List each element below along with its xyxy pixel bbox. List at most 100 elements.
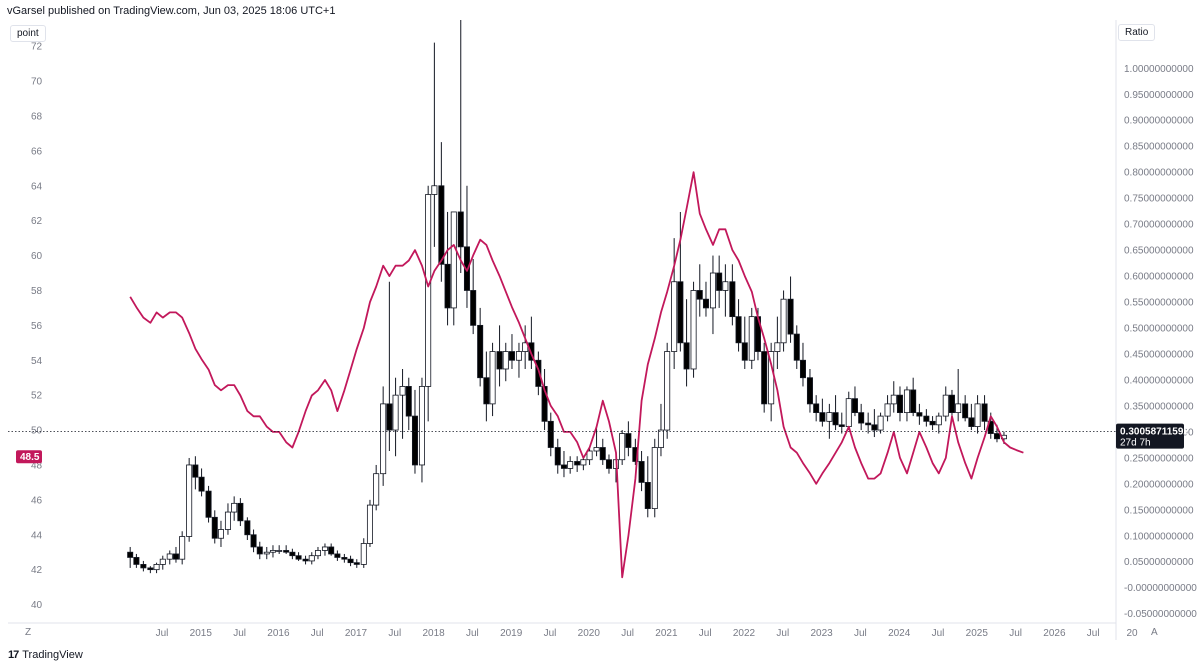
candle-body-up (586, 450, 593, 461)
candle-body-up (159, 558, 166, 565)
candle-body-down (147, 567, 154, 571)
x-tick-label: 2017 (345, 628, 368, 639)
candle-body-down (256, 546, 263, 555)
candle-body-down (353, 562, 360, 565)
candle-body-down (644, 482, 651, 509)
left-current-value: 48.5 (20, 452, 40, 463)
candle-body-down (411, 415, 418, 466)
candle-body-down (547, 420, 554, 448)
x-tick-label: 2023 (810, 628, 833, 639)
candle-body-down (470, 290, 477, 326)
right-scale-label[interactable]: Ratio (1118, 24, 1156, 41)
candle-body-down (172, 553, 179, 560)
candle-body-down (328, 546, 335, 555)
x-tick-label: 2021 (655, 628, 678, 639)
candle-body-up (709, 272, 716, 309)
candle-body-up (321, 546, 328, 551)
candle-body-down (729, 281, 736, 318)
candle-body-down (599, 447, 606, 461)
candle-body-up (567, 461, 574, 469)
candle-body-down (295, 555, 302, 560)
right-tick-label: 0.75000000000 (1124, 194, 1194, 205)
candle-body-up (664, 351, 671, 431)
candle-body-down (761, 351, 768, 405)
corner-right-button[interactable]: A (1151, 627, 1158, 638)
candle-body-down (535, 359, 542, 387)
candle-body-down (334, 553, 341, 558)
x-tick-label: Jul (388, 628, 401, 639)
right-tick-label: 0.50000000000 (1124, 324, 1194, 335)
candle-body-down (283, 550, 290, 553)
right-tick-label: 0.05000000000 (1124, 557, 1194, 568)
candle-body-down (677, 281, 684, 344)
candle-body-up (186, 464, 193, 537)
candle-body-down (813, 403, 820, 414)
candle-body-down (554, 447, 561, 466)
right-tick-label: 0.80000000000 (1124, 168, 1194, 179)
left-tick-label: 66 (31, 146, 43, 157)
candle-body-up (651, 447, 658, 509)
x-tick-label: 2016 (267, 628, 290, 639)
right-tick-label: 0.40000000000 (1124, 375, 1194, 386)
candle-body-down (508, 351, 515, 361)
candle-body-down (787, 298, 794, 335)
candle-body-down (916, 412, 923, 417)
candle-body-down (819, 412, 826, 422)
candle-body-up (502, 351, 509, 370)
right-tick-label: -0.00000000000 (1124, 583, 1197, 594)
candle-body-down (341, 557, 348, 560)
right-tick-label: 0.10000000000 (1124, 531, 1194, 542)
right-tick-label: -0.05000000000 (1124, 609, 1197, 620)
right-tick-label: 0.55000000000 (1124, 298, 1194, 309)
candle-body-down (683, 342, 690, 370)
candle-body-down (716, 272, 723, 291)
candle-body-down (541, 386, 548, 422)
candle-body-down (948, 394, 955, 414)
left-tick-label: 70 (31, 77, 43, 88)
candle-body-up (935, 415, 942, 426)
candle-body-up (955, 403, 962, 414)
candle-body-up (308, 555, 315, 562)
left-tick-label: 48 (31, 460, 43, 471)
right-tick-label: 0.85000000000 (1124, 142, 1194, 153)
grid-group (8, 20, 1117, 640)
left-tick-label: 44 (31, 530, 43, 541)
candle-body-up (942, 394, 949, 417)
right-tick-label: 0.35000000000 (1124, 401, 1194, 412)
candle-body-down (702, 298, 709, 309)
left-axis-ticks: 40 42 44 46 48 50 52 54 56 58 60 62 64 66 68 70 72 (31, 42, 43, 611)
candle-body-down (929, 420, 936, 426)
candle-body-up (153, 564, 160, 571)
x-tick-label: 2022 (733, 628, 756, 639)
candle-body-up (269, 550, 276, 553)
candle-body-down (237, 502, 244, 522)
candle-body-up (418, 386, 425, 466)
left-tick-label: 54 (31, 356, 43, 367)
candle-body-up (890, 394, 897, 405)
current-price-countdown: 27d 7h (1120, 438, 1151, 449)
candle-body-up (690, 290, 697, 370)
candle-body-up (380, 403, 387, 475)
x-tick-label: 2018 (422, 628, 445, 639)
chart-svg[interactable]: 40 42 44 46 48 50 52 54 56 58 60 62 64 66 68 70 72 -0.05… (0, 0, 1200, 640)
x-tick-label: 2024 (888, 628, 911, 639)
right-tick-label: 0.90000000000 (1124, 116, 1194, 127)
candle-body-up (619, 433, 626, 461)
x-tick-label: 2026 (1043, 628, 1066, 639)
candle-body-down (799, 359, 806, 379)
left-tick-label: 72 (31, 42, 43, 53)
x-tick-label: Jul (621, 628, 634, 639)
corner-left-button[interactable]: Z (25, 627, 32, 638)
candle-body-up (884, 403, 891, 417)
left-tick-label: 58 (31, 286, 43, 297)
candle-body-down (211, 516, 218, 539)
left-scale-label[interactable]: point (10, 25, 46, 42)
candle-body-up (231, 502, 238, 513)
candle-body-down (127, 551, 134, 558)
candle-body-down (347, 558, 354, 564)
right-tick-label: 1.00000000000 (1124, 64, 1194, 75)
candle-body-down (923, 415, 930, 422)
candle-body-down (832, 412, 839, 426)
x-tick-label: Jul (156, 628, 169, 639)
candle-body-up (974, 403, 981, 427)
